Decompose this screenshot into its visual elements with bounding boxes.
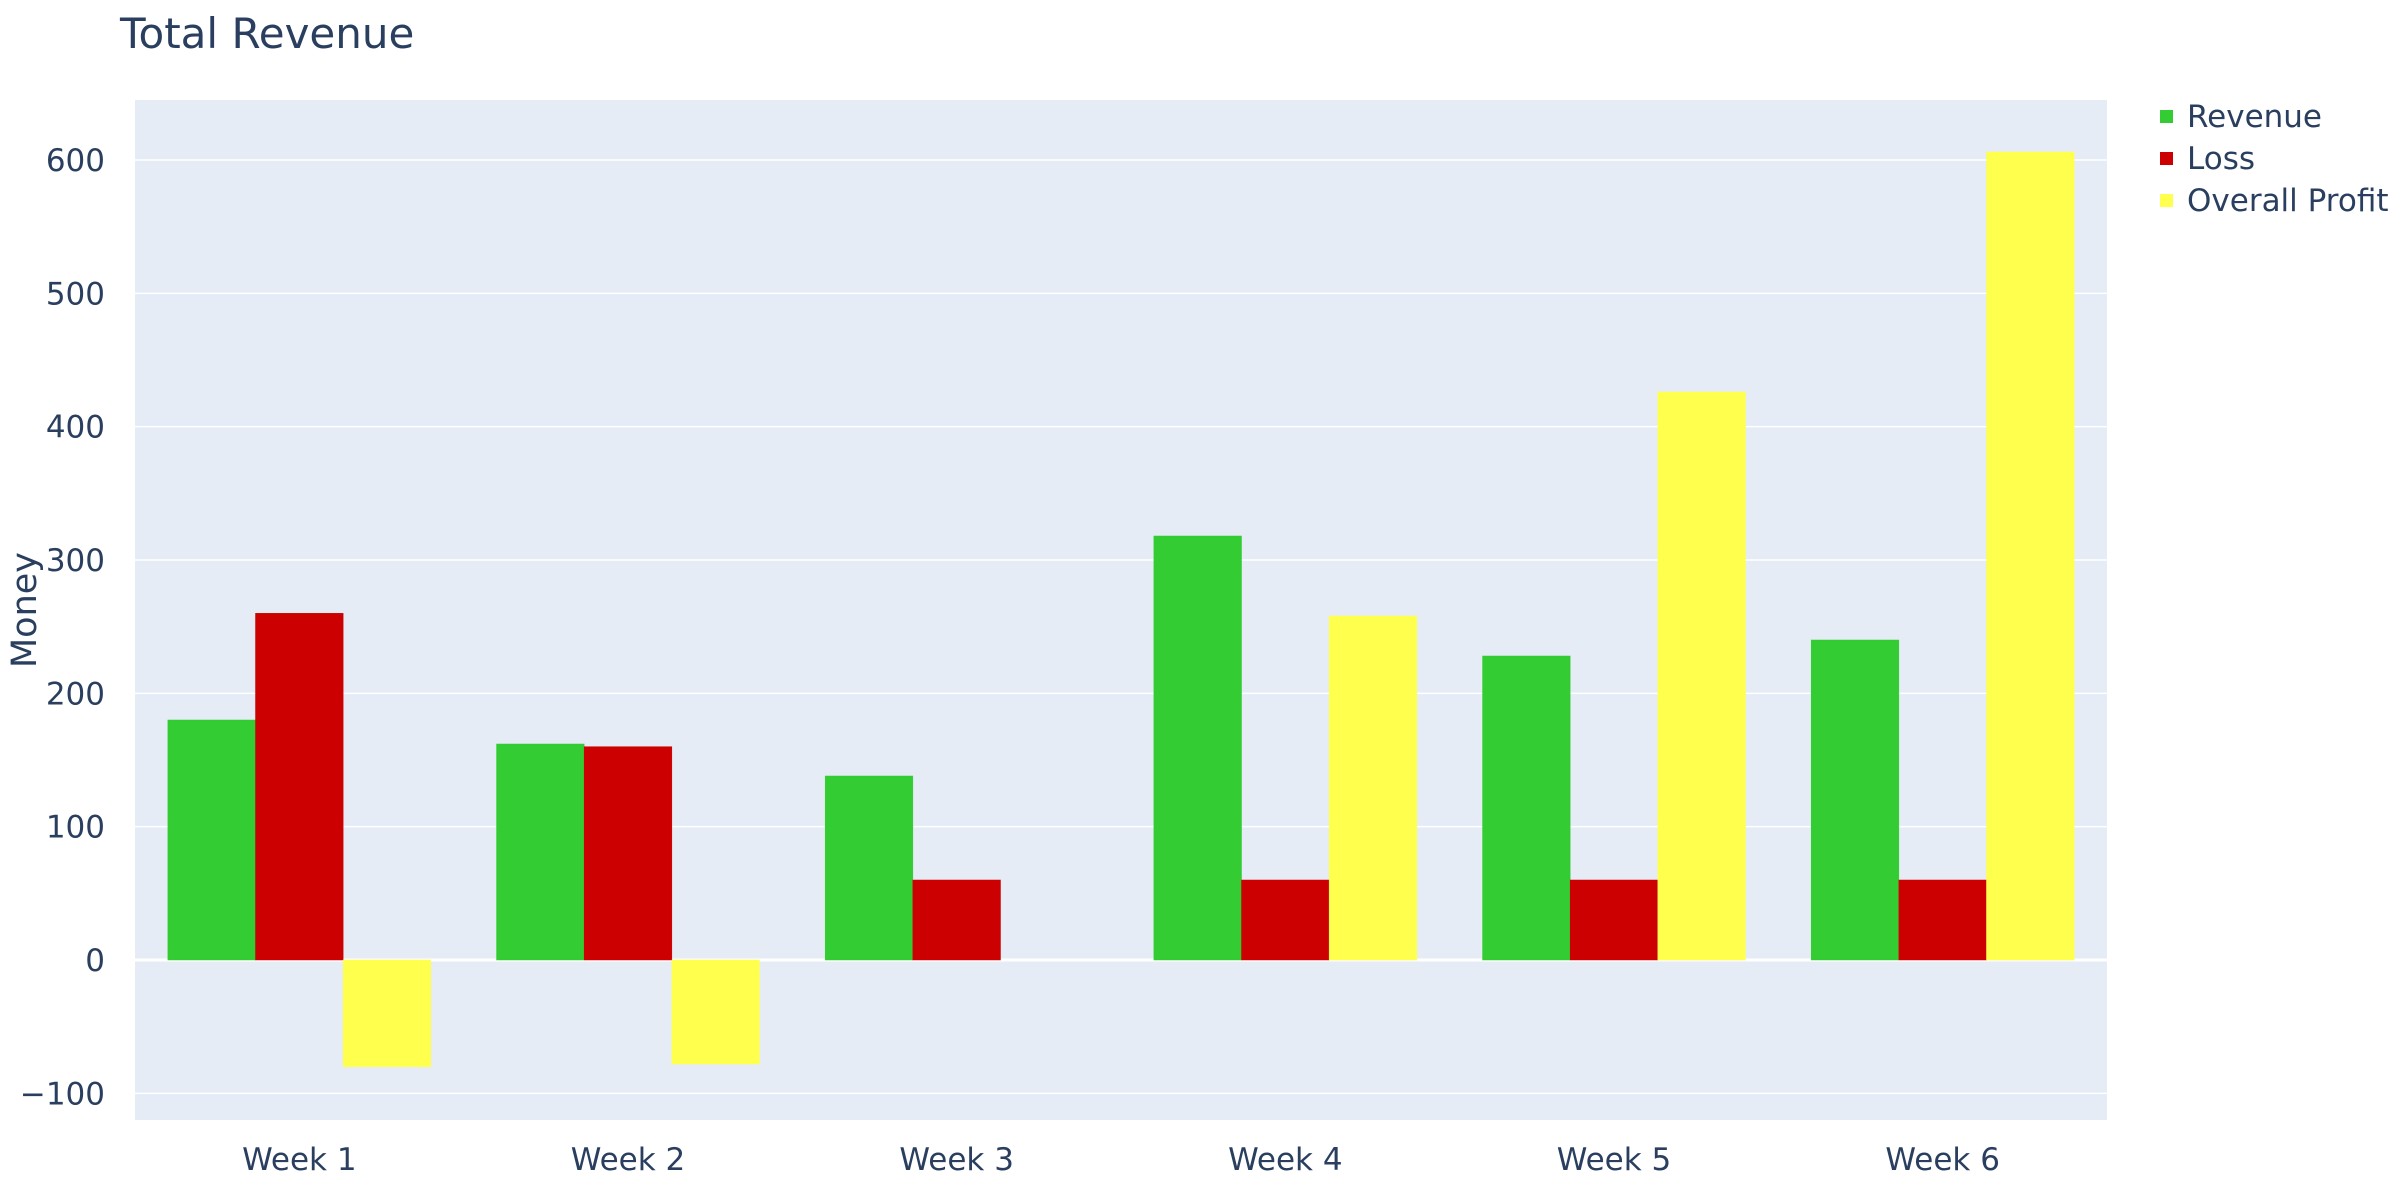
legend-swatch bbox=[2160, 194, 2173, 207]
legend-item-loss[interactable]: Loss bbox=[2160, 141, 2255, 177]
legend-label: Loss bbox=[2187, 141, 2255, 177]
chart-title: Total Revenue bbox=[119, 9, 414, 58]
bar-overall-profit-2[interactable] bbox=[671, 959, 760, 1065]
bar-revenue-4[interactable] bbox=[1153, 535, 1242, 961]
legend-label: Revenue bbox=[2187, 99, 2322, 135]
y-axis-title: Money bbox=[5, 552, 45, 668]
legend-swatch bbox=[2160, 152, 2173, 165]
bar-loss-2[interactable] bbox=[583, 746, 673, 961]
legend-swatch bbox=[2160, 110, 2173, 123]
bar-revenue-3[interactable] bbox=[824, 775, 914, 961]
legend-item-revenue[interactable]: Revenue bbox=[2160, 99, 2322, 135]
bar-revenue-5[interactable] bbox=[1482, 655, 1571, 961]
y-tick-label: 500 bbox=[46, 276, 105, 312]
y-tick-label: 100 bbox=[46, 810, 105, 846]
bar-loss-3[interactable] bbox=[912, 879, 1001, 961]
bar-revenue-6[interactable] bbox=[1810, 639, 1900, 961]
bar-loss-4[interactable] bbox=[1241, 879, 1330, 961]
y-tick-label: 300 bbox=[46, 543, 105, 579]
bar-revenue-1[interactable] bbox=[167, 719, 256, 961]
plot-background bbox=[135, 100, 2107, 1120]
x-tick-label: Week 5 bbox=[1557, 1142, 1672, 1178]
bar-overall-profit-1[interactable] bbox=[342, 959, 432, 1067]
bar-overall-profit-5[interactable] bbox=[1657, 391, 1746, 961]
bars bbox=[167, 151, 2075, 1067]
bar-loss-1[interactable] bbox=[255, 613, 344, 961]
y-tick-label: 600 bbox=[46, 143, 105, 179]
x-tick-label: Week 6 bbox=[1885, 1142, 2000, 1178]
x-tick-label: Week 3 bbox=[899, 1142, 1014, 1178]
legend[interactable]: Revenue Loss Overall Profit bbox=[2160, 99, 2389, 219]
y-axis-ticks: −100 0 100 200 300 400 500 600 bbox=[20, 143, 105, 1112]
legend-label: Overall Profit bbox=[2187, 183, 2389, 219]
bar-loss-6[interactable] bbox=[1898, 879, 1987, 961]
y-tick-label: 400 bbox=[46, 410, 105, 446]
y-tick-label: −100 bbox=[20, 1076, 105, 1112]
bar-loss-5[interactable] bbox=[1569, 879, 1659, 961]
x-tick-label: Week 2 bbox=[571, 1142, 686, 1178]
legend-item-overall-profit[interactable]: Overall Profit bbox=[2160, 183, 2389, 219]
y-tick-label: 200 bbox=[46, 676, 105, 712]
bar-overall-profit-4[interactable] bbox=[1328, 615, 1418, 961]
bar-overall-profit-6[interactable] bbox=[1986, 151, 2075, 961]
gridlines bbox=[135, 159, 2107, 1095]
x-tick-label: Week 4 bbox=[1228, 1142, 1343, 1178]
x-tick-label: Week 1 bbox=[242, 1142, 357, 1178]
x-axis-ticks: Week 1 Week 2 Week 3 Week 4 Week 5 Week 6 bbox=[242, 1142, 2000, 1178]
y-tick-label: 0 bbox=[85, 943, 105, 979]
bar-revenue-2[interactable] bbox=[496, 743, 585, 961]
